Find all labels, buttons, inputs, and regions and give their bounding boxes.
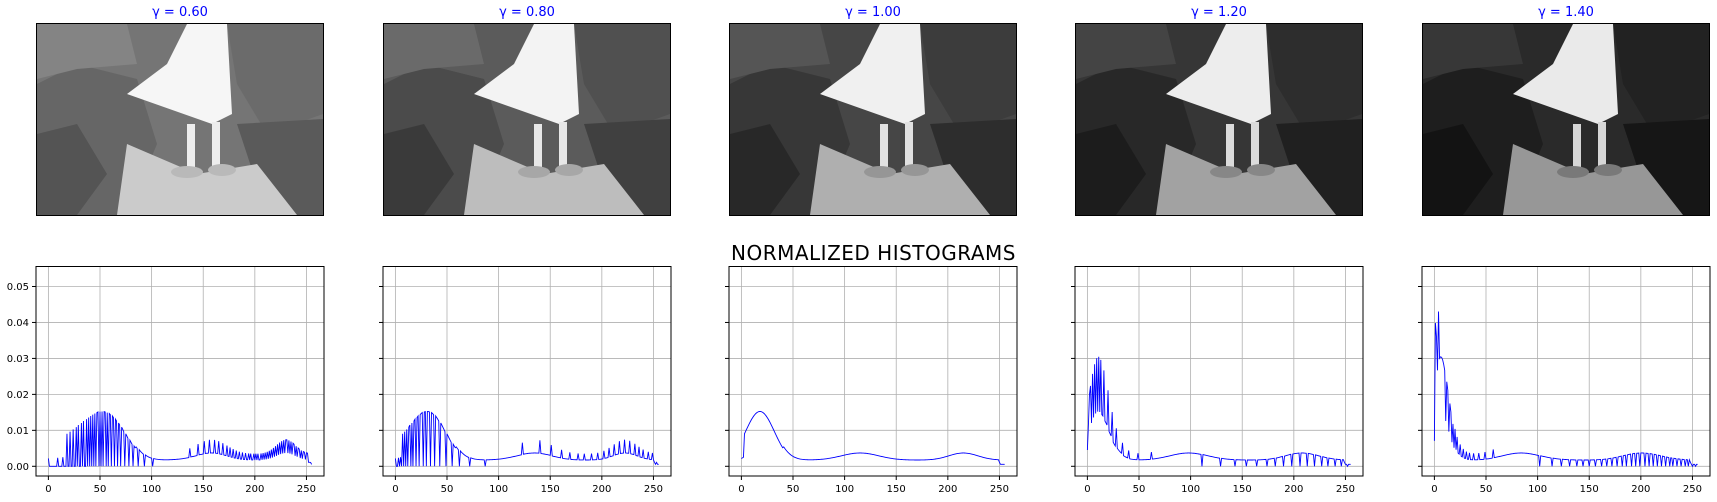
x-tick-label: 250: [990, 484, 1009, 495]
x-tick-label: 50: [94, 484, 107, 495]
x-tick-label: 0: [1084, 484, 1090, 495]
gamma-corrected-photo: [1075, 23, 1363, 216]
x-tick-label: 100: [142, 484, 161, 495]
photo-image: [730, 24, 1016, 215]
gamma-corrected-photo: [1422, 23, 1710, 216]
figure-suptitle: NORMALIZED HISTOGRAMS: [731, 241, 1016, 265]
photo-image: [384, 24, 670, 215]
x-tick-label: 50: [787, 484, 800, 495]
gamma-corrected-photo: [383, 23, 671, 216]
photo-image: [1076, 24, 1362, 215]
x-tick-label: 100: [1528, 484, 1547, 495]
y-tick-label: 0.01: [7, 426, 29, 437]
y-tick-label: 0.00: [7, 462, 29, 473]
x-tick-label: 50: [1480, 484, 1493, 495]
x-tick-label: 200: [592, 484, 611, 495]
x-tick-label: 250: [1336, 484, 1355, 495]
histogram-plot: 0 50 100 150 200 250: [1418, 266, 1711, 495]
x-tick-label: 250: [1683, 484, 1702, 495]
x-tick-label: 100: [1181, 484, 1200, 495]
x-tick-label: 0: [45, 484, 51, 495]
x-tick-label: 150: [541, 484, 560, 495]
gamma-title: γ = 1.00: [845, 5, 901, 20]
plot-frame: [1074, 266, 1364, 477]
gamma-corrected-photo: [729, 23, 1017, 216]
histogram-plot: 0 50 100 150 200 250: [1071, 266, 1364, 495]
y-tick-label: 0.03: [7, 354, 29, 365]
x-tick-label: 0: [392, 484, 398, 495]
y-tick-label: 0.04: [7, 318, 29, 329]
histogram-line: [47, 410, 313, 467]
y-tick-label: 0.02: [7, 390, 29, 401]
x-tick-label: 150: [887, 484, 906, 495]
x-tick-label: 100: [489, 484, 508, 495]
plot-frame: [728, 266, 1018, 477]
x-tick-label: 50: [1133, 484, 1146, 495]
plot-frame: [1421, 266, 1711, 477]
x-tick-label: 150: [1233, 484, 1252, 495]
x-tick-label: 250: [644, 484, 663, 495]
histogram-line: [741, 411, 1005, 465]
photo-image: [37, 24, 323, 215]
gamma-title: γ = 1.20: [1191, 5, 1247, 20]
y-tick-label: 0.05: [7, 282, 29, 293]
x-tick-label: 100: [835, 484, 854, 495]
x-tick-label: 0: [1431, 484, 1437, 495]
x-tick-label: 150: [1580, 484, 1599, 495]
plot-frame: [382, 266, 672, 477]
photo-image: [1423, 24, 1709, 215]
histogram-plot: 0 50 100 150 200 250 0.00 0.01 0.02 0.03 0.04 0.05: [7, 266, 325, 495]
histogram-line: [394, 410, 659, 467]
gamma-title: γ = 0.80: [499, 5, 555, 20]
x-tick-label: 200: [1284, 484, 1303, 495]
x-tick-label: 250: [297, 484, 316, 495]
histogram-plot: 0 50 100 150 200 250: [725, 266, 1018, 495]
x-tick-label: 200: [245, 484, 264, 495]
gamma-title: γ = 0.60: [152, 5, 208, 20]
histogram-line: [1086, 356, 1351, 468]
histogram-line: [1433, 311, 1698, 468]
gamma-corrected-photo: [36, 23, 324, 216]
x-tick-label: 0: [738, 484, 744, 495]
x-tick-label: 50: [441, 484, 454, 495]
x-tick-label: 150: [194, 484, 213, 495]
histogram-plot: 0 50 100 150 200 250: [379, 266, 672, 495]
x-tick-label: 200: [938, 484, 957, 495]
gamma-title: γ = 1.40: [1538, 5, 1594, 20]
x-tick-label: 200: [1631, 484, 1650, 495]
plot-frame: [35, 266, 325, 477]
